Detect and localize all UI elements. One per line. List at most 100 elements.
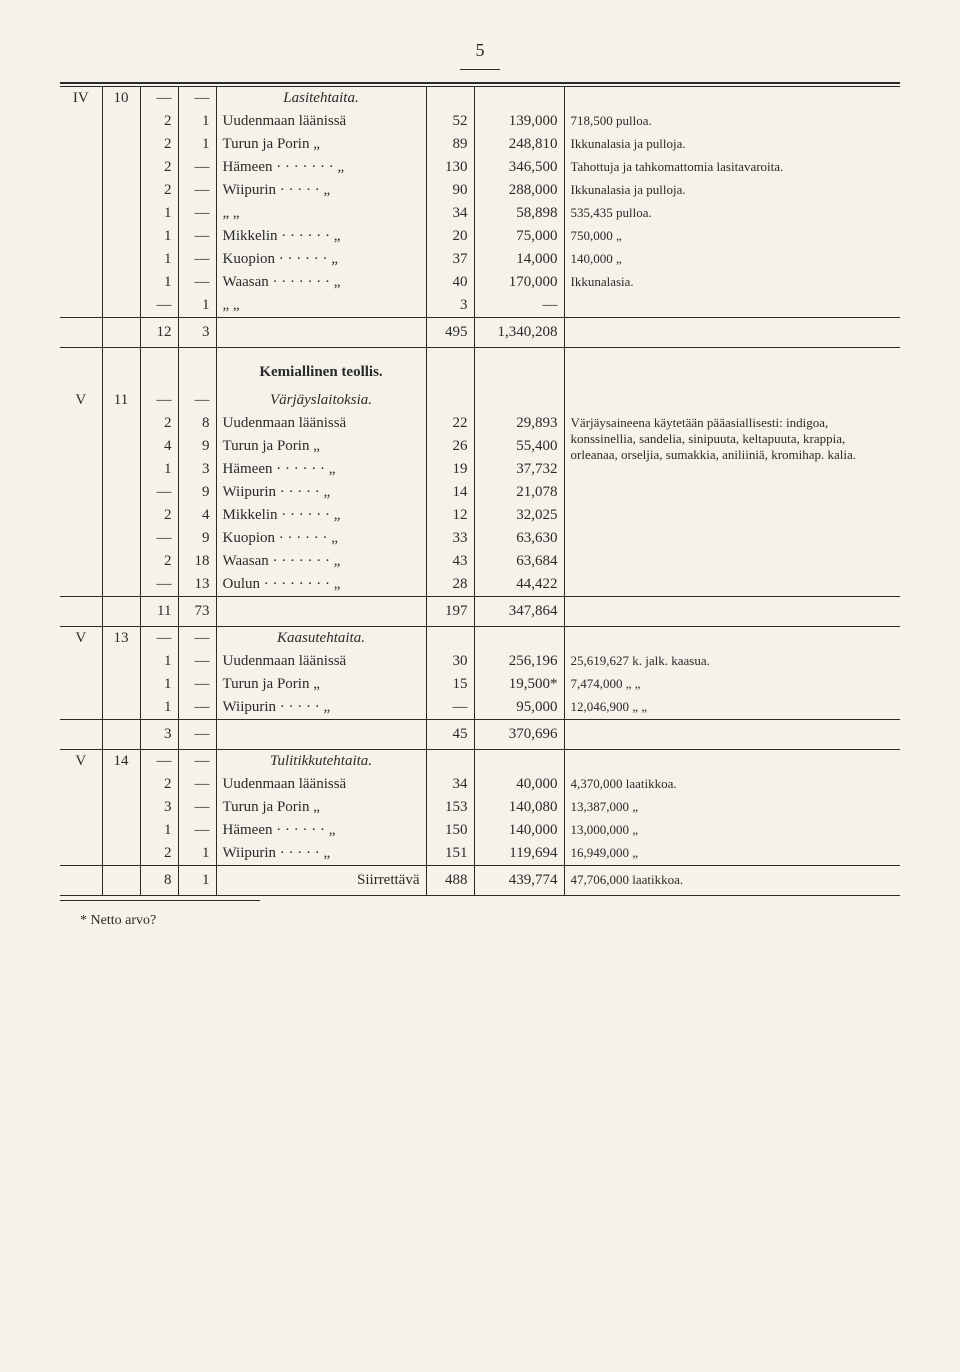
section-number: 11 [102, 389, 140, 412]
count: 34 [426, 773, 474, 796]
region-name: „ „ [216, 294, 426, 318]
count: 90 [426, 179, 474, 202]
sum-label [216, 318, 426, 348]
value: 75,000 [474, 225, 564, 248]
col-b: — [178, 248, 216, 271]
col-b: — [178, 225, 216, 248]
col-b: 9 [178, 435, 216, 458]
col-a: 1 [140, 458, 178, 481]
value: 40,000 [474, 773, 564, 796]
table-row: 3—Turun ja Porin „153140,08013,387,000 „ [60, 796, 900, 819]
col-a: 4 [140, 435, 178, 458]
col-b: 9 [178, 527, 216, 550]
notes: 7,474,000 „ „ [564, 673, 900, 696]
region-name: Waasan · · · · · · · „ [216, 550, 426, 573]
roman-numeral: V [60, 389, 102, 412]
col-a: 1 [140, 696, 178, 720]
sum-b: 3 [178, 318, 216, 348]
region-name: Wiipurin · · · · · „ [216, 179, 426, 202]
count: 151 [426, 842, 474, 866]
col-b: — [178, 202, 216, 225]
sum-count: 488 [426, 866, 474, 896]
col-b: — [178, 819, 216, 842]
sum-label [216, 720, 426, 750]
value: 37,732 [474, 458, 564, 481]
count: 15 [426, 673, 474, 696]
notes: 13,387,000 „ [564, 796, 900, 819]
count: 12 [426, 504, 474, 527]
count: 43 [426, 550, 474, 573]
count: 30 [426, 650, 474, 673]
count: 153 [426, 796, 474, 819]
notes: 750,000 „ [564, 225, 900, 248]
table-row: 1—Uudenmaan läänissä30256,19625,619,627 … [60, 650, 900, 673]
value: 19,500* [474, 673, 564, 696]
subsection-title: Lasitehtaita. [216, 87, 426, 110]
notes: 12,046,900 „ „ [564, 696, 900, 720]
subsection-heading: V14——Tulitikkutehtaita. [60, 750, 900, 774]
col-b: 13 [178, 573, 216, 597]
region-name: Wiipurin · · · · · „ [216, 481, 426, 504]
region-name: „ „ [216, 202, 426, 225]
sum-notes [564, 318, 900, 348]
value: 21,078 [474, 481, 564, 504]
col-a: 2 [140, 179, 178, 202]
subsection-title: Tulitikkutehtaita. [216, 750, 426, 774]
table-row: 28Uudenmaan läänissä2229,893Värjäysainee… [60, 412, 900, 435]
col-a: 1 [140, 271, 178, 294]
sum-value: 1,340,208 [474, 318, 564, 348]
col-a: — [140, 527, 178, 550]
col-b: — [178, 696, 216, 720]
region-name: Uudenmaan läänissä [216, 773, 426, 796]
table-row: 21Uudenmaan läänissä52139,000718,500 pul… [60, 110, 900, 133]
table-row: —1 „ „3— [60, 294, 900, 318]
footnote-rule [60, 900, 260, 901]
table-row: 2—Uudenmaan läänissä3440,0004,370,000 la… [60, 773, 900, 796]
region-name: Mikkelin · · · · · · „ [216, 504, 426, 527]
notes: 140,000 „ [564, 248, 900, 271]
col-b: — [178, 179, 216, 202]
col-a: 1 [140, 673, 178, 696]
sum-count: 197 [426, 597, 474, 627]
footnote: * Netto arvo? [60, 913, 900, 929]
sum-a: 3 [140, 720, 178, 750]
col-a: — [140, 294, 178, 318]
col-a: 2 [140, 133, 178, 156]
section-heading: Kemiallinen teollis. [60, 348, 900, 390]
col-a: 2 [140, 156, 178, 179]
value: 32,025 [474, 504, 564, 527]
subsection-title: Kaasutehtaita. [216, 627, 426, 651]
count: — [426, 696, 474, 720]
count: 19 [426, 458, 474, 481]
count: 37 [426, 248, 474, 271]
sum-row: 3—45370,696 [60, 720, 900, 750]
sum-notes: 47,706,000 laatikkoa. [564, 866, 900, 896]
table-row: 1—Mikkelin · · · · · · „2075,000750,000 … [60, 225, 900, 248]
col-b: 18 [178, 550, 216, 573]
roman-numeral: IV [60, 87, 102, 110]
notes [564, 294, 900, 318]
sum-count: 45 [426, 720, 474, 750]
region-name: Kuopion · · · · · · „ [216, 527, 426, 550]
notes: 4,370,000 laatikkoa. [564, 773, 900, 796]
value: 29,893 [474, 412, 564, 435]
col-a: 1 [140, 202, 178, 225]
sum-label: Siirrettävä [216, 866, 426, 896]
table-row: 1—Waasan · · · · · · · „40170,000Ikkunal… [60, 271, 900, 294]
sum-b: 1 [178, 866, 216, 896]
region-name: Hämeen · · · · · · „ [216, 458, 426, 481]
col-b: 1 [178, 842, 216, 866]
notes: 718,500 pulloa. [564, 110, 900, 133]
notes: 25,619,627 k. jalk. kaasua. [564, 650, 900, 673]
region-name: Turun ja Porin „ [216, 796, 426, 819]
col-a: 1 [140, 819, 178, 842]
sum-row: 1234951,340,208 [60, 318, 900, 348]
value: 63,630 [474, 527, 564, 550]
col-a: 2 [140, 550, 178, 573]
table-row: 2—Hämeen · · · · · · · „130346,500Tahott… [60, 156, 900, 179]
sum-count: 495 [426, 318, 474, 348]
count: 3 [426, 294, 474, 318]
value: 58,898 [474, 202, 564, 225]
sum-notes [564, 720, 900, 750]
sum-a: 11 [140, 597, 178, 627]
